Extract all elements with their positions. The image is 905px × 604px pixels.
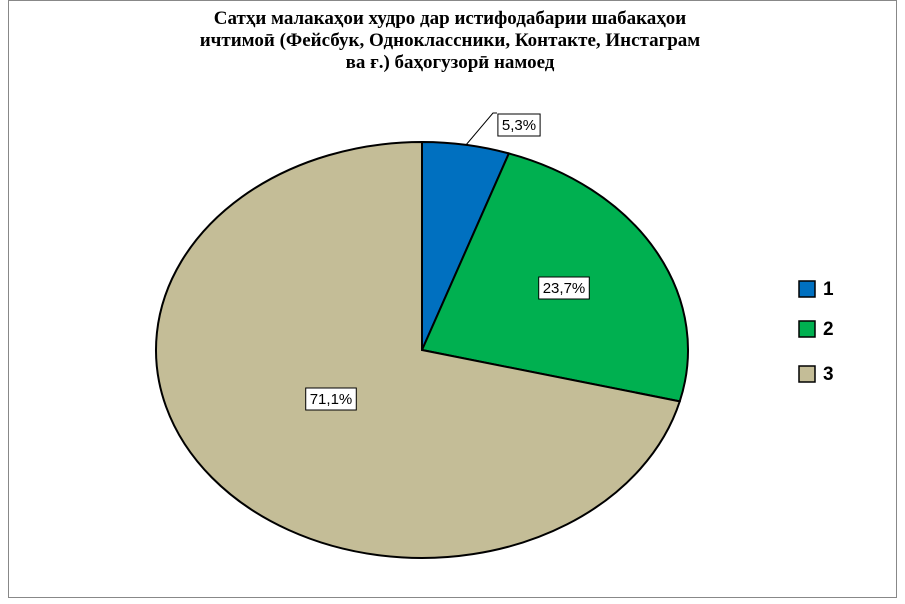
data-label-box bbox=[538, 276, 590, 300]
data-label-box bbox=[497, 113, 541, 137]
data-label: 71,1% bbox=[310, 391, 353, 408]
legend-swatch bbox=[798, 320, 816, 338]
legend-swatch bbox=[798, 280, 816, 298]
legend-swatch bbox=[798, 365, 816, 383]
data-label: 5,3% bbox=[502, 117, 536, 134]
legend-label: 3 bbox=[823, 364, 834, 385]
legend-label: 1 bbox=[823, 279, 834, 300]
chart-title: Сатҳи малакаҳои худро дар истифодабарии … bbox=[199, 8, 701, 73]
pie-slice bbox=[155, 140, 682, 559]
data-label-box bbox=[305, 387, 357, 411]
legend-label: 2 bbox=[823, 319, 834, 340]
data-label: 23,7% bbox=[543, 280, 586, 297]
leader-line bbox=[465, 112, 497, 146]
